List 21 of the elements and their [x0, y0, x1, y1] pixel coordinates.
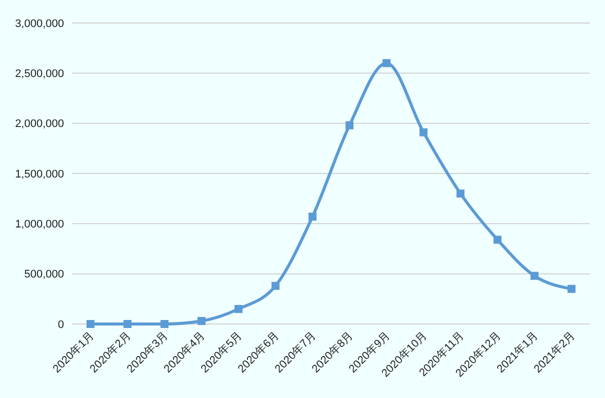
point	[124, 320, 132, 328]
point	[456, 190, 464, 198]
y-tick-label: 2,000,000	[15, 118, 64, 130]
y-tick-label: 1,000,000	[15, 218, 64, 231]
y-tick-label: 0	[58, 318, 64, 331]
point	[234, 304, 242, 313]
point	[494, 236, 502, 244]
point	[382, 59, 390, 68]
y-tick-label: 1,500,000	[15, 168, 64, 180]
point	[530, 272, 538, 280]
point	[272, 282, 280, 290]
y-tick-label: 2,500,000	[15, 68, 64, 80]
y-tick-label: 3,000,000	[15, 18, 64, 30]
point	[308, 212, 316, 221]
point	[346, 121, 354, 130]
point	[86, 320, 94, 328]
point	[160, 320, 168, 328]
point	[198, 316, 206, 325]
point	[568, 284, 576, 293]
point	[420, 128, 428, 136]
y-tick-label: 500,000	[24, 268, 64, 281]
